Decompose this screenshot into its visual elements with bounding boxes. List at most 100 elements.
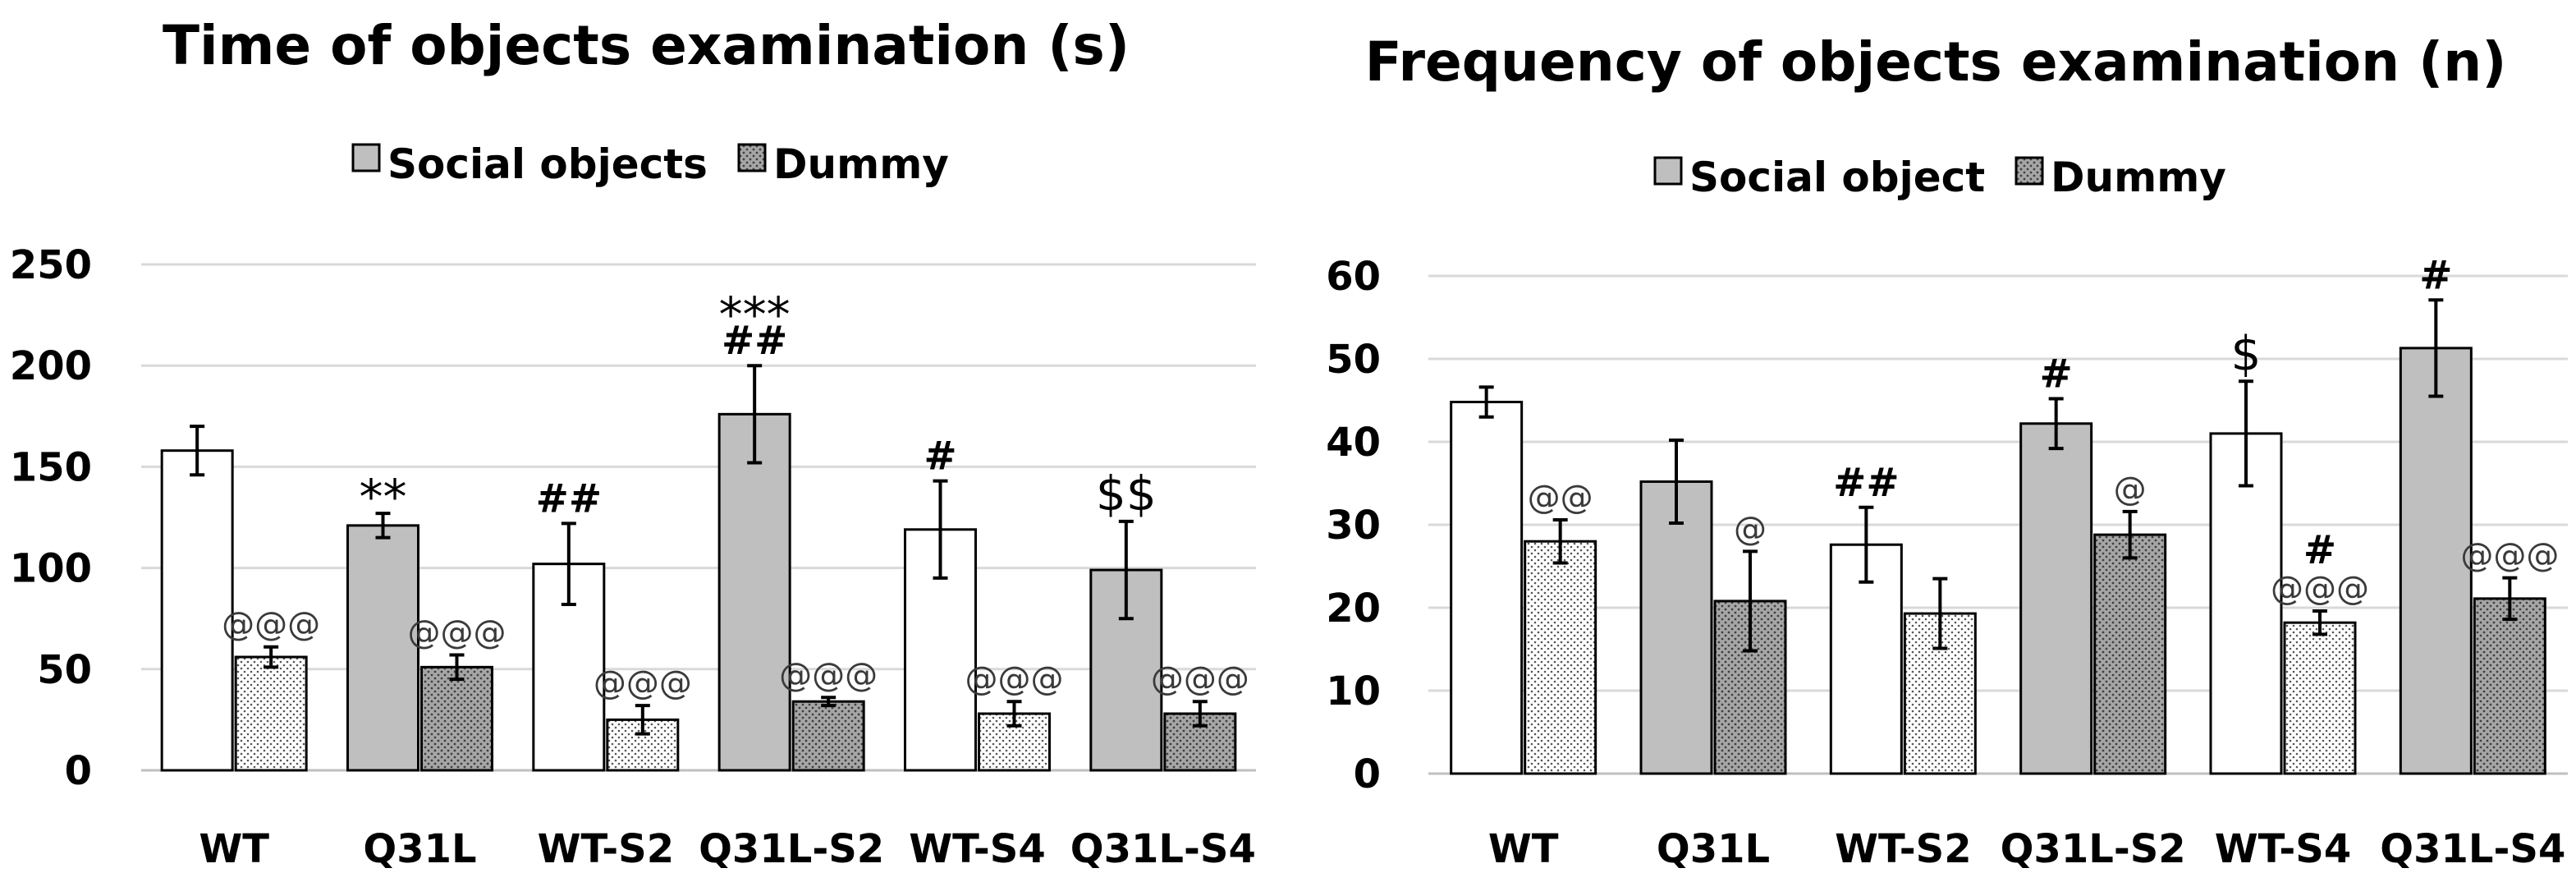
significance-marker: # [2040, 351, 2073, 397]
legend-label-dummy: Dummy [2051, 154, 2226, 201]
chart-title: Frequency of objects examination (n) [1365, 30, 2507, 94]
significance-marker: *** [719, 287, 791, 342]
significance-marker: @@@ [408, 614, 506, 652]
y-tick-label: 50 [37, 647, 92, 693]
y-tick-label: 150 [10, 444, 92, 490]
error-bar [933, 479, 948, 580]
y-tick-label: 10 [1326, 668, 1381, 714]
x-tick-label: Q31L [363, 826, 476, 872]
legend-label-dummy: Dummy [773, 140, 949, 188]
y-tick-label: 30 [1326, 503, 1381, 549]
significance-marker: ## [722, 318, 787, 364]
bar-dummy [1524, 540, 1597, 775]
error-bar [2428, 298, 2444, 398]
significance-marker: ** [360, 469, 407, 525]
error-bar [1552, 517, 1568, 565]
bar-social [717, 412, 791, 772]
legend-swatch-dummy [2015, 156, 2044, 186]
legend-swatch-social [1653, 156, 1683, 186]
y-tick-label: 200 [10, 343, 92, 389]
error-bar [2048, 397, 2064, 451]
error-bar [821, 696, 837, 708]
bar-social [2399, 347, 2473, 775]
significance-marker: @@ [1528, 479, 1593, 517]
y-tick-label: 60 [1326, 254, 1381, 300]
bar-social [346, 524, 419, 772]
error-bar [264, 645, 279, 669]
error-bar [449, 653, 465, 682]
plot-area: 0 50 100 150 200 250 WT Q31L WT-S2 Q31L-S2 WT-S4 Q3… [10, 242, 1256, 872]
bar-social [2019, 422, 2093, 775]
error-bar [561, 521, 576, 606]
significance-marker: @@@ [965, 660, 1064, 698]
bar-dummy [1163, 712, 1237, 772]
error-bar [1192, 700, 1208, 728]
x-tick-label: Q31L-S2 [2001, 826, 2186, 872]
y-tick-label: 20 [1326, 586, 1381, 632]
legend: Social object Dummy [1653, 154, 2226, 201]
bar-social [1450, 401, 1524, 775]
error-bar [635, 704, 650, 736]
y-tick-label: 100 [10, 546, 92, 592]
y-tick-label: 0 [1354, 751, 1381, 797]
error-bar [2122, 509, 2138, 560]
x-tick-label: WT [1488, 826, 1559, 872]
error-bar [1932, 577, 1948, 650]
chart-title: Time of objects examination (s) [163, 14, 1130, 77]
y-tick-label: 50 [1326, 337, 1381, 383]
x-tick-label: Q31L-S4 [1070, 826, 1256, 872]
legend-swatch-dummy [737, 143, 767, 172]
significance-marker: # [2419, 252, 2452, 298]
error-bar [1006, 700, 1022, 728]
significance-marker: @@@ [222, 606, 320, 644]
significance-marker: @@@ [2460, 537, 2559, 575]
bar-dummy [2473, 597, 2546, 775]
significance-marker: @@@ [779, 656, 878, 694]
legend-label-social: Social object [1689, 154, 1985, 201]
chart-frequency: Frequency of objects examination (n) Soc… [1326, 30, 2568, 872]
significance-marker: $$ [1096, 466, 1157, 521]
bar-dummy [2283, 621, 2357, 775]
significance-marker: # [2303, 527, 2336, 573]
error-bar [1859, 505, 1874, 584]
significance-marker: ## [1833, 460, 1899, 506]
plot-area: 0 10 20 30 40 50 60 WT Q31L WT-S2 Q31L-S2 WT-S4 Q31L… [1326, 252, 2568, 872]
error-bar [747, 364, 763, 465]
significance-marker: @@@ [2271, 570, 2369, 608]
x-tick-label: WT-S4 [2215, 826, 2352, 872]
error-bar [2502, 576, 2518, 622]
legend-label-social: Social objects [387, 140, 708, 188]
chart-time: Time of objects examination (s) Social o… [10, 14, 1256, 872]
y-tick-label: 0 [65, 748, 92, 794]
x-tick-label: Q31L [1657, 826, 1770, 872]
bar-dummy [234, 655, 308, 772]
bar-dummy [420, 665, 493, 772]
bar-social [1639, 480, 1713, 775]
error-bar [375, 512, 391, 540]
significance-marker: ## [536, 475, 602, 521]
error-bar [2239, 379, 2253, 488]
y-tick-label: 40 [1326, 420, 1381, 466]
significance-marker: # [924, 434, 956, 480]
x-tick-label: WT-S2 [538, 826, 675, 872]
error-bar [190, 425, 205, 477]
error-bar [1118, 519, 1134, 621]
legend-swatch-social [351, 143, 381, 172]
significance-marker: @ [1734, 510, 1767, 548]
bar-social [160, 449, 234, 772]
error-bar [1669, 438, 1684, 525]
significance-marker: $ [2231, 325, 2262, 381]
x-tick-label: WT-S2 [1835, 826, 1972, 872]
x-tick-label: WT-S4 [909, 826, 1046, 872]
x-tick-label: WT [199, 826, 269, 872]
bar-social [2209, 432, 2283, 775]
significance-marker: @ [2114, 471, 2147, 508]
legend: Social objects Dummy [351, 140, 949, 188]
significance-marker: @@@ [1151, 660, 1249, 698]
bar-dummy [2093, 533, 2167, 775]
error-bar [2312, 609, 2327, 636]
error-bar [1478, 385, 1494, 419]
y-tick-label: 250 [10, 242, 92, 288]
x-tick-label: Q31L-S2 [699, 826, 884, 872]
